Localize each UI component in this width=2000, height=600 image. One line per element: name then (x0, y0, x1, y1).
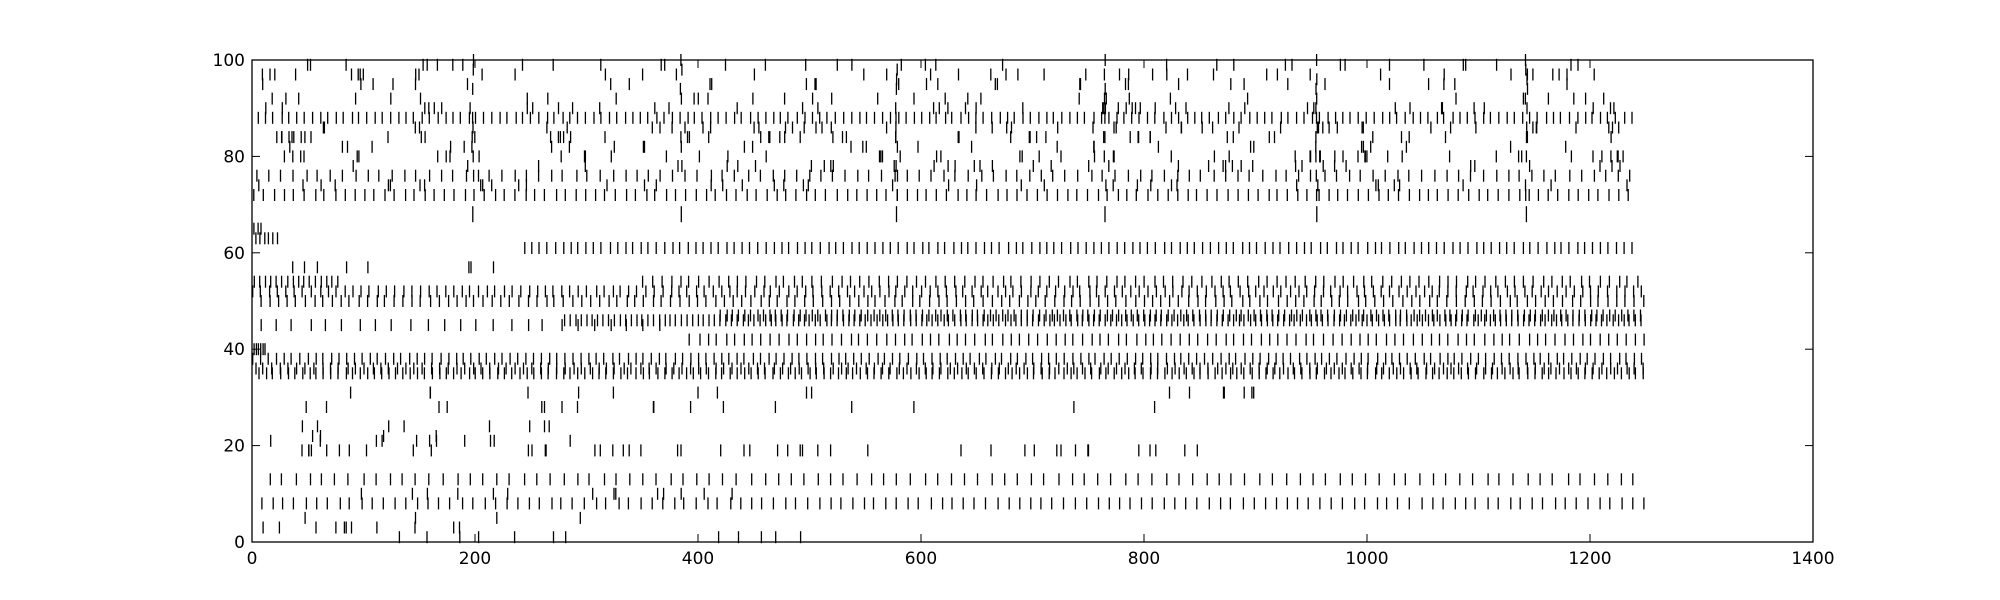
x-tick-label: 0 (247, 549, 258, 569)
x-tick-label: 800 (1128, 549, 1160, 569)
y-tick-label: 40 (223, 340, 245, 360)
y-tick-label: 100 (213, 51, 245, 71)
y-tick-label: 0 (234, 533, 245, 553)
x-tick-label: 600 (905, 549, 937, 569)
y-tick-label: 80 (223, 147, 245, 167)
y-tick-label: 20 (223, 437, 245, 457)
spike-marks (252, 54, 1645, 544)
x-tick-label: 1200 (1568, 549, 1611, 569)
x-tick-label: 1000 (1345, 549, 1388, 569)
x-tick-label: 1400 (1791, 549, 1834, 569)
axes: 0 200 400 600 800 1000 1200 1400 0 20 40 60 80 100 (213, 51, 1835, 569)
x-tick-label: 200 (459, 549, 491, 569)
y-tick-label: 60 (223, 244, 245, 264)
x-tick-label: 400 (682, 549, 714, 569)
axes-frame (251, 59, 1814, 543)
